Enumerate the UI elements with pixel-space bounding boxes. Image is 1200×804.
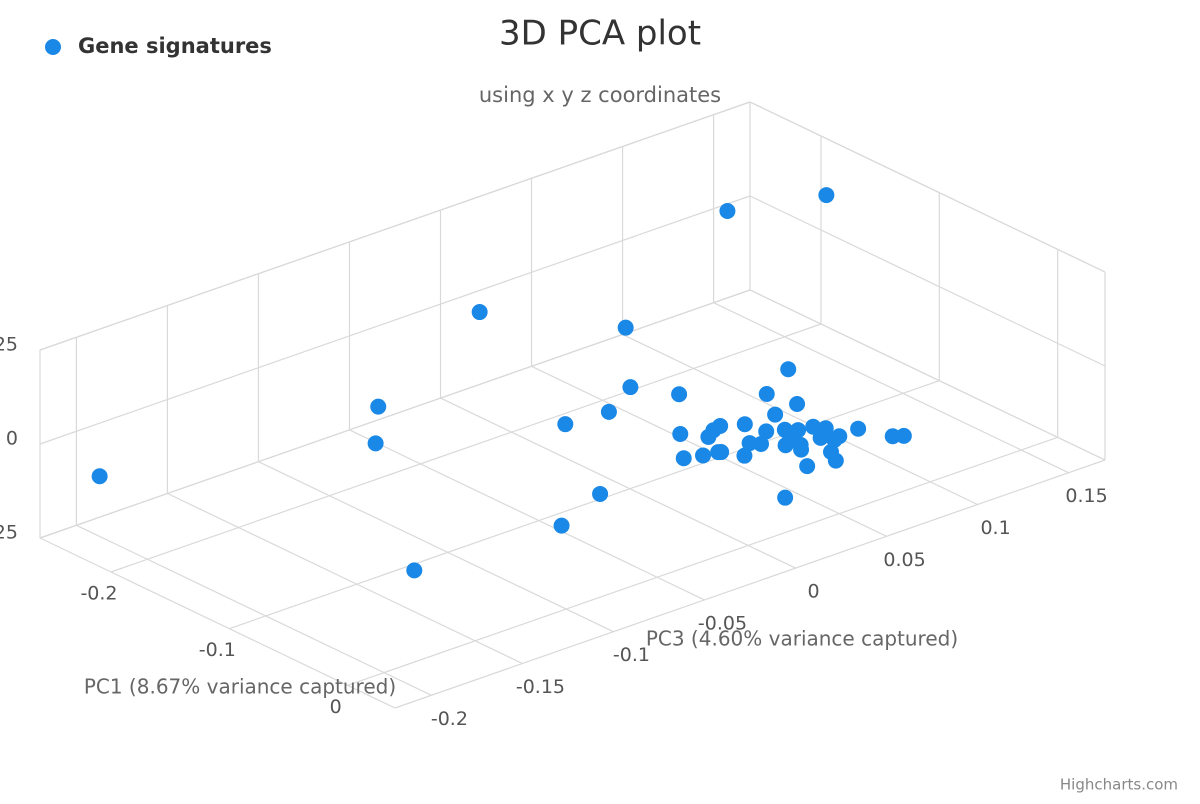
wall-grid-line xyxy=(39,195,751,445)
point xyxy=(557,416,574,433)
point xyxy=(777,437,794,454)
z-tick-label: -0.2 xyxy=(431,708,468,730)
point xyxy=(695,447,712,464)
point xyxy=(675,450,692,467)
y-tick-label: -0.25 xyxy=(0,522,18,544)
point xyxy=(895,427,912,444)
z-tick-label: 0 xyxy=(807,581,819,603)
point xyxy=(622,379,639,396)
z-tick-label: -0.1 xyxy=(613,644,650,666)
point xyxy=(817,420,834,437)
point xyxy=(818,187,835,204)
point xyxy=(719,203,736,220)
floor-grid-line xyxy=(347,436,1058,686)
point xyxy=(831,428,848,445)
floor-grid-line xyxy=(229,380,940,630)
point xyxy=(790,422,807,439)
z-tick-label: -0.15 xyxy=(516,676,565,698)
chart-subtitle: using x y z coordinates xyxy=(479,83,721,107)
point xyxy=(592,485,609,502)
floor-grid-line xyxy=(76,524,432,696)
point xyxy=(850,420,867,437)
point xyxy=(758,385,775,402)
point xyxy=(767,406,784,423)
floor-grid-line xyxy=(349,429,705,601)
point xyxy=(367,435,384,452)
legend-marker xyxy=(45,39,61,55)
z-tick-label: 0.05 xyxy=(883,549,925,571)
frame-edge xyxy=(749,101,1106,273)
floor-grid-line xyxy=(713,302,1069,474)
wall-grid-line xyxy=(749,195,1106,367)
point xyxy=(758,423,775,440)
point xyxy=(736,416,753,433)
floor-grid-line xyxy=(622,333,978,506)
frame-edge xyxy=(749,289,1106,461)
floor-grid-line xyxy=(440,397,796,569)
point xyxy=(406,562,423,579)
point xyxy=(370,398,387,415)
point xyxy=(713,444,730,461)
floor-grid-line xyxy=(110,323,822,573)
point xyxy=(617,319,634,336)
point xyxy=(712,417,729,434)
point xyxy=(777,489,794,506)
point xyxy=(553,517,570,534)
credits: Highcharts.com xyxy=(1060,776,1178,794)
point xyxy=(471,304,488,321)
chart-title: 3D PCA plot xyxy=(499,14,701,54)
frame-edge xyxy=(39,289,751,539)
point xyxy=(91,468,108,485)
point xyxy=(799,458,816,475)
point xyxy=(600,403,617,420)
point xyxy=(736,447,753,464)
legend-label: Gene signatures xyxy=(78,34,272,58)
point xyxy=(780,361,797,378)
z-tick-label: 0.15 xyxy=(1065,485,1107,507)
frame-edge xyxy=(39,537,396,709)
point xyxy=(672,425,689,442)
point xyxy=(792,436,809,453)
point xyxy=(789,395,806,412)
frame-edge xyxy=(39,101,751,351)
y-tick-label: 0.25 xyxy=(0,334,18,356)
z-axis-title: PC3 (4.60% variance captured) xyxy=(646,627,958,651)
x-tick-label: -0.1 xyxy=(199,639,236,661)
z-tick-label: 0.1 xyxy=(980,517,1010,539)
point xyxy=(671,386,688,403)
x-tick-label: -0.2 xyxy=(80,583,117,605)
x-tick-label: 0 xyxy=(330,696,342,718)
y-tick-label: 0 xyxy=(6,428,18,450)
point xyxy=(753,436,770,453)
floor-grid-line xyxy=(258,461,614,633)
x-axis-title: PC1 (8.67% variance captured) xyxy=(84,675,396,699)
frame-edge xyxy=(394,459,1106,709)
point xyxy=(823,443,840,460)
floor-grid-line xyxy=(167,492,523,665)
z-tick-label: -0.05 xyxy=(698,612,747,634)
